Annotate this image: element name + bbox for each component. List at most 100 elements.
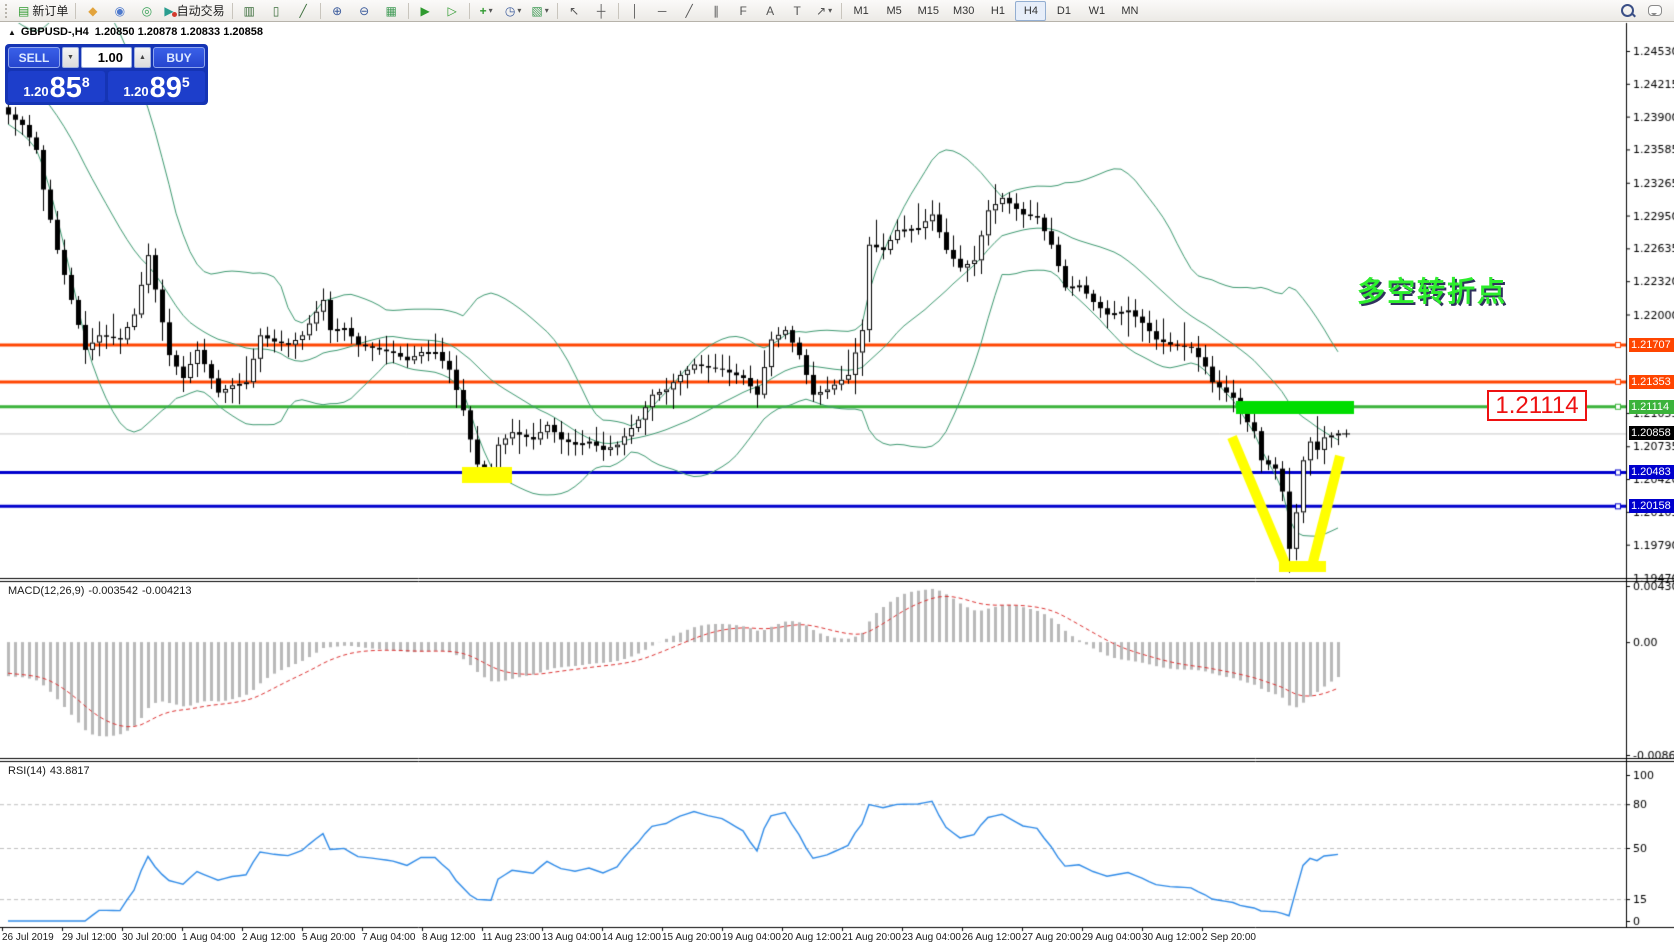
- volume-decrease-button[interactable]: ▼: [62, 47, 79, 68]
- time-axis-label: 20 Aug 12:00: [782, 932, 841, 943]
- mql-icon: ◆: [88, 3, 98, 18]
- timeframe-h4-button[interactable]: H4: [1015, 0, 1047, 21]
- timeframe-m5-button[interactable]: M5: [886, 4, 902, 17]
- equidistant-channel-button[interactable]: ∥: [704, 1, 729, 21]
- time-axis-label: 1 Aug 04:00: [182, 932, 236, 943]
- buy-button[interactable]: BUY: [153, 47, 205, 68]
- timeframe-m15-button[interactable]: M15: [917, 4, 940, 17]
- arrows-button[interactable]: ↗ ▾: [812, 1, 837, 21]
- buy-price-sup: 5: [181, 74, 190, 90]
- timeframe-m30-button[interactable]: M30: [953, 4, 975, 17]
- search-button[interactable]: [1615, 1, 1640, 21]
- buy-price-display[interactable]: 1.20 89 5: [108, 71, 205, 102]
- signals-icon: ◎: [141, 3, 153, 18]
- dropdown-arrow-icon: ▾: [828, 6, 833, 15]
- bar-chart-button[interactable]: ▥: [237, 1, 262, 21]
- zoom-out-button[interactable]: ⊖: [352, 1, 377, 21]
- zoom-in-button[interactable]: ⊕: [325, 1, 350, 21]
- timeframe-h1-button[interactable]: H1: [990, 4, 1005, 17]
- toolbar-separator: [231, 2, 233, 19]
- chart-shift-button[interactable]: ▷: [440, 1, 465, 21]
- chart-title: ▲ GBPUSD-,H4 1.20850 1.20878 1.20833 1.208…: [8, 26, 263, 38]
- trendline-button[interactable]: ╱: [677, 1, 702, 21]
- autoscroll-icon: ▶: [420, 3, 430, 18]
- signals-button[interactable]: ◎: [134, 1, 159, 21]
- new-order-button[interactable]: ▤ 新订单: [15, 1, 71, 21]
- volume-increase-button[interactable]: ▲: [134, 47, 151, 68]
- channel-icon: ∥: [713, 3, 720, 18]
- fibonacci-button[interactable]: F: [731, 1, 756, 21]
- volume-input[interactable]: 1.00: [81, 47, 132, 68]
- toolbar-right-icons: [1614, 1, 1668, 21]
- toolbar-separator: [617, 2, 619, 19]
- timeframe-mn-button[interactable]: MN: [1121, 4, 1139, 17]
- profile-button[interactable]: ◉: [107, 1, 132, 21]
- toolbar-separator: [407, 2, 409, 19]
- bars-icon: ▥: [243, 3, 255, 18]
- chat-button[interactable]: [1642, 1, 1667, 21]
- dropdown-arrow-icon: ▾: [544, 6, 549, 15]
- templates-button[interactable]: ▧ ▾: [528, 1, 553, 21]
- time-axis-label: 21 Aug 20:00: [842, 932, 901, 943]
- chart-symbol-label: GBPUSD-,H4: [20, 26, 89, 38]
- scale-level-label-0: 1.21707: [1629, 338, 1674, 353]
- chart-ohlc-quotes: 1.20850 1.20878 1.20833 1.20858: [94, 26, 263, 38]
- macd-name: MACD(12,26,9): [8, 585, 85, 597]
- indicators-button[interactable]: + ▾: [474, 1, 499, 21]
- cursor-button[interactable]: ↖: [562, 1, 587, 21]
- collapse-triangle-icon[interactable]: ▲: [8, 28, 16, 37]
- time-axis-label: 2 Aug 12:00: [242, 932, 296, 943]
- toolbar-separator: [556, 2, 558, 19]
- buy-price-big: 89: [149, 71, 182, 104]
- trendline-icon: ╱: [685, 3, 693, 18]
- time-axis-label: 15 Aug 20:00: [662, 932, 721, 943]
- tile-windows-button[interactable]: ▦: [379, 1, 404, 21]
- dropdown-arrow-icon: ▾: [517, 6, 522, 15]
- autotrade-icon: ▶: [164, 3, 177, 18]
- annotation-price-tag[interactable]: 1.21114: [1487, 390, 1587, 421]
- profile-icon: ◉: [114, 3, 126, 18]
- time-axis-label: 7 Aug 04:00: [362, 932, 416, 943]
- time-axis-label: 5 Aug 20:00: [302, 932, 356, 943]
- timeframe-w1-button[interactable]: W1: [1088, 4, 1106, 17]
- time-axis-label: 30 Aug 12:00: [1142, 932, 1201, 943]
- macd-indicator-label: MACD(12,26,9) -0.003542 -0.004213: [8, 585, 196, 597]
- scale-level-label-3: 1.20483: [1629, 465, 1674, 480]
- candlestick-chart-button[interactable]: ▯: [264, 1, 289, 21]
- shift-icon: ▷: [447, 3, 457, 18]
- text-label-button[interactable]: T: [785, 1, 810, 21]
- time-axis-label: 19 Aug 04:00: [722, 932, 781, 943]
- sell-button[interactable]: SELL: [8, 47, 60, 68]
- toolbar-separator: [319, 2, 321, 19]
- crosshair-button[interactable]: ┼: [589, 1, 614, 21]
- time-axis-label: 27 Aug 20:00: [1022, 932, 1081, 943]
- time-axis-label: 26 Aug 12:00: [962, 932, 1021, 943]
- horizontal-line-button[interactable]: ─: [650, 1, 675, 21]
- timeframe-m1-button[interactable]: M1: [853, 4, 869, 17]
- auto-scroll-button[interactable]: ▶: [413, 1, 438, 21]
- vertical-line-button[interactable]: │: [623, 1, 648, 21]
- zoom-out-icon: ⊖: [359, 3, 370, 18]
- autotrading-button[interactable]: ▶ 自动交易: [161, 1, 227, 21]
- toolbar-separator: [75, 2, 77, 19]
- sell-price-display[interactable]: 1.20 85 8: [8, 71, 105, 102]
- toolbar-separator: [840, 2, 842, 19]
- mql-community-button[interactable]: ◆: [80, 1, 105, 21]
- time-axis[interactable]: 26 Jul 2019 29 Jul 12:00 30 Jul 20:00 1 Aug…: [0, 930, 1674, 948]
- line-icon: ╱: [299, 3, 307, 18]
- trade-panel-controls: SELL ▼ 1.00 ▲ BUY: [8, 47, 205, 68]
- periods-button[interactable]: ◷ ▾: [501, 1, 526, 21]
- text-button[interactable]: A: [758, 1, 783, 21]
- shapes-icon: ↗: [816, 3, 827, 18]
- annotation-turning-point-text[interactable]: 多空转折点: [1357, 276, 1508, 307]
- cursor-icon: ↖: [569, 3, 580, 18]
- timeframe-d1-button[interactable]: D1: [1056, 4, 1071, 17]
- time-axis-label: 23 Aug 04:00: [902, 932, 961, 943]
- new-order-icon: ▤: [18, 3, 30, 18]
- toolbar-grip: [5, 3, 11, 18]
- time-axis-label: 29 Jul 12:00: [62, 932, 117, 943]
- sell-price-small: 1.20: [23, 84, 49, 99]
- line-chart-button[interactable]: ╱: [291, 1, 316, 21]
